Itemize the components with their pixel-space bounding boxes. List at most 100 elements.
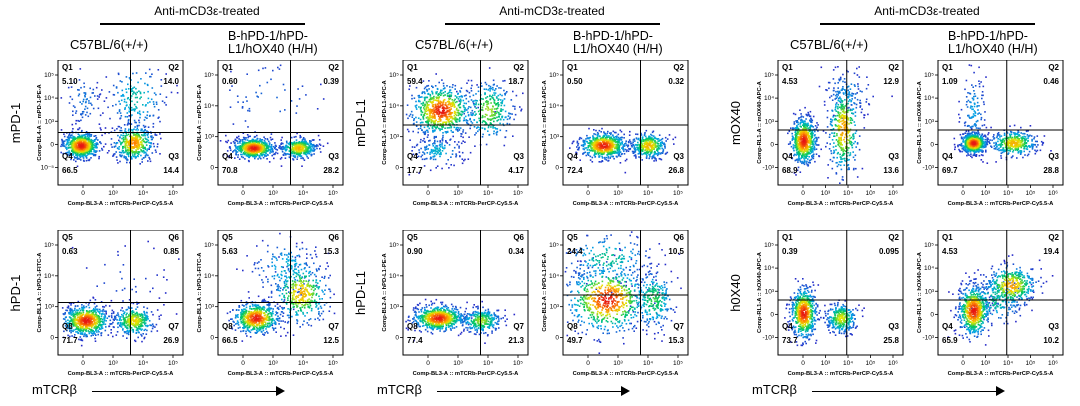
cell-event [75, 112, 77, 114]
cell-event [91, 321, 93, 323]
cell-event [270, 323, 272, 326]
cell-event [98, 94, 101, 96]
cell-event [266, 319, 269, 321]
cell-event [293, 294, 295, 296]
cell-event [105, 97, 108, 99]
cell-event [249, 331, 252, 334]
cell-event [89, 316, 91, 318]
plot-frame [217, 230, 344, 356]
cell-event [102, 323, 104, 326]
cell-event [308, 152, 311, 155]
cell-event [311, 149, 313, 152]
cell-event [84, 147, 87, 150]
cell-event [61, 141, 64, 143]
cell-event [125, 314, 127, 316]
cell-event [141, 319, 143, 321]
cell-event [133, 314, 135, 317]
cell-event [301, 276, 303, 278]
cell-event [424, 131, 427, 134]
cell-event [95, 315, 97, 318]
cell-event [263, 325, 265, 328]
cell-event [260, 267, 263, 269]
cell-event [249, 319, 251, 321]
cell-event [259, 317, 262, 320]
cell-event [251, 151, 254, 153]
cell-event [70, 154, 72, 157]
cell-event [424, 147, 426, 149]
cell-event [245, 332, 247, 335]
cell-event [304, 142, 307, 145]
cell-event [83, 92, 85, 94]
cell-event [146, 114, 148, 117]
cell-event [322, 318, 325, 321]
cell-event [418, 149, 420, 151]
cell-event [287, 295, 290, 297]
cell-event [266, 153, 269, 156]
cell-event [246, 149, 248, 152]
cell-event [259, 319, 261, 322]
cell-event [234, 138, 237, 141]
cell-event [175, 313, 178, 315]
cell-event [68, 135, 70, 137]
cell-event [80, 332, 83, 334]
cell-event [119, 80, 122, 82]
cell-event [133, 146, 135, 148]
cell-event [293, 284, 295, 286]
cell-event [255, 145, 257, 148]
cell-event [285, 275, 287, 278]
cell-event [222, 153, 225, 156]
cell-event [135, 156, 137, 158]
cell-event [91, 330, 93, 332]
cell-event [243, 317, 245, 320]
cell-event [506, 122, 509, 125]
cell-event [138, 328, 141, 330]
cell-event [423, 152, 426, 154]
cell-event [248, 146, 250, 149]
cell-event [300, 285, 302, 288]
cell-event [119, 317, 121, 320]
cell-event [412, 153, 415, 156]
cell-event [153, 105, 156, 108]
cell-event [305, 263, 308, 266]
cell-event [464, 141, 466, 143]
cell-event [268, 302, 270, 305]
quadrant-name: Q6 [328, 233, 339, 242]
cell-event [123, 311, 126, 313]
cell-event [144, 319, 147, 321]
cell-event [265, 328, 267, 330]
cell-event [97, 316, 99, 319]
cell-event [318, 303, 320, 305]
cell-event [85, 131, 88, 133]
cell-event [159, 120, 161, 123]
cell-event [67, 137, 70, 140]
cell-event [69, 143, 71, 146]
cell-event [281, 311, 284, 313]
cell-event [254, 309, 256, 312]
cell-event [271, 154, 273, 157]
cell-event [411, 94, 413, 97]
cell-event [256, 310, 259, 312]
cell-event [88, 315, 90, 317]
cell-event [292, 150, 294, 153]
cell-event [315, 253, 317, 256]
cell-event [137, 151, 139, 153]
cell-event [150, 145, 152, 148]
cell-event [273, 157, 275, 160]
cell-event [132, 331, 135, 333]
cell-event [85, 313, 87, 316]
cell-event [139, 91, 142, 94]
cell-event [133, 139, 136, 142]
cell-event [126, 308, 129, 311]
cell-event [301, 144, 304, 147]
cell-event [280, 143, 282, 145]
cell-event [283, 248, 286, 250]
cell-event [68, 138, 70, 141]
cell-event [292, 142, 294, 145]
cell-event [72, 302, 75, 304]
cell-event [283, 148, 286, 150]
cell-event [284, 146, 287, 149]
cell-event [92, 107, 95, 110]
cell-event [236, 147, 239, 150]
cell-event [296, 105, 298, 107]
cell-event [434, 140, 436, 143]
